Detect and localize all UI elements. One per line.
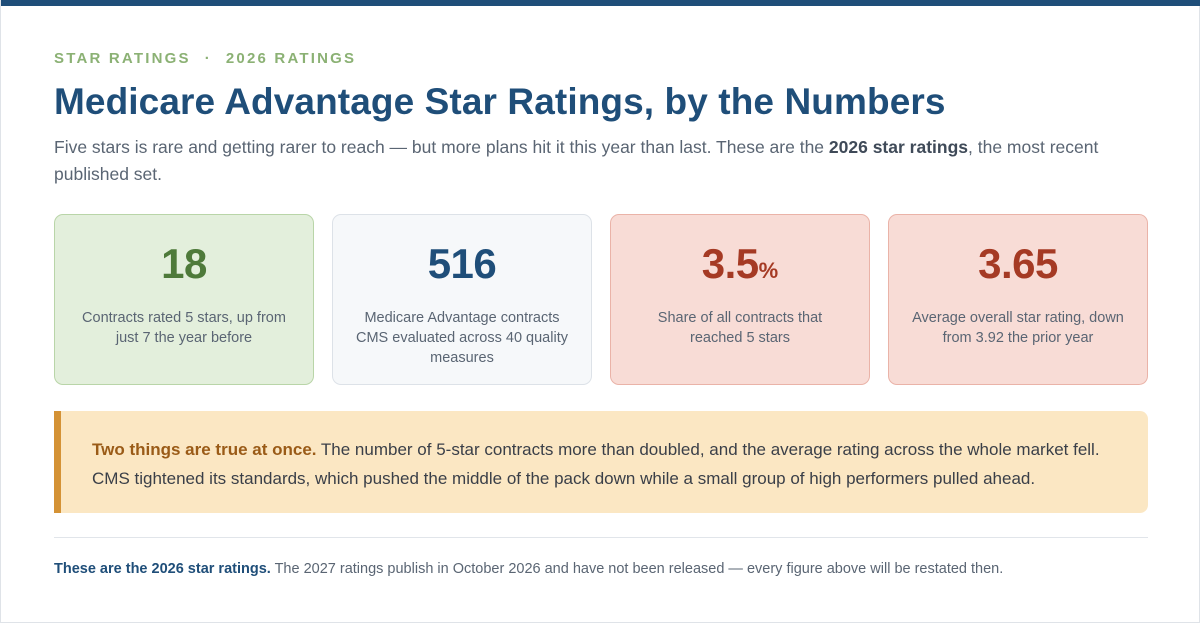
eyebrow: STAR RATINGS · 2026 RATINGS [54, 50, 1148, 68]
footer-divider [54, 537, 1148, 538]
main-content: STAR RATINGS · 2026 RATINGS Medicare Advan… [54, 50, 1148, 577]
intro-paragraph: Five stars is rare and getting rarer to … [54, 134, 1148, 188]
callout-body: The number of 5-star contracts more than… [92, 440, 1100, 488]
footnote-body: The 2027 ratings publish in October 2026… [270, 561, 1004, 577]
eyebrow-year: 2026 RATINGS [225, 50, 357, 67]
top-accent-bar [1, 0, 1200, 6]
intro-text-end: , the most recent published set. [54, 137, 1099, 184]
stat-value: 516 [355, 241, 569, 294]
intro-emphasis: 2026 star ratings [828, 137, 969, 157]
stat-unit: % [758, 258, 779, 283]
stat-value: 3.5% [633, 241, 847, 294]
stat-card-five-star-contracts: 18 Contracts rated 5 stars, up from just… [54, 214, 314, 385]
stat-number: 516 [427, 240, 497, 287]
eyebrow-section: STAR RATINGS [54, 50, 191, 67]
stat-card-five-star-share: 3.5% Share of all contracts that reached… [610, 214, 870, 385]
stat-number: 3.65 [978, 240, 1058, 287]
stat-value: 18 [77, 241, 291, 294]
stat-number: 18 [161, 240, 207, 287]
intro-text-start: Five stars is rare and getting rarer to … [54, 137, 829, 157]
callout-lead: Two things are true at once. [92, 440, 317, 459]
stat-description: Contracts rated 5 stars, up from just 7 … [82, 310, 286, 346]
stat-description: Share of all contracts that reached 5 st… [657, 310, 823, 346]
footnote-lead: These are the 2026 star ratings. [54, 561, 271, 577]
stat-number: 3.5 [701, 240, 759, 287]
eyebrow-separator: · [204, 50, 212, 67]
footnote: These are the 2026 star ratings. The 202… [54, 559, 1148, 579]
stat-value: 3.65 [911, 241, 1125, 294]
stat-description: Medicare Advantage contracts CMS evaluat… [356, 310, 568, 366]
stat-card-average-rating: 3.65 Average overall star rating, down f… [888, 214, 1148, 385]
stat-cards: 18 Contracts rated 5 stars, up from just… [54, 214, 1148, 385]
page-title: Medicare Advantage Star Ratings, by the … [54, 81, 946, 122]
key-insight-callout: Two things are true at once. The number … [54, 411, 1148, 513]
stat-card-contracts-evaluated: 516 Medicare Advantage contracts CMS eva… [332, 214, 592, 385]
stat-description: Average overall star rating, down from 3… [912, 310, 1124, 346]
